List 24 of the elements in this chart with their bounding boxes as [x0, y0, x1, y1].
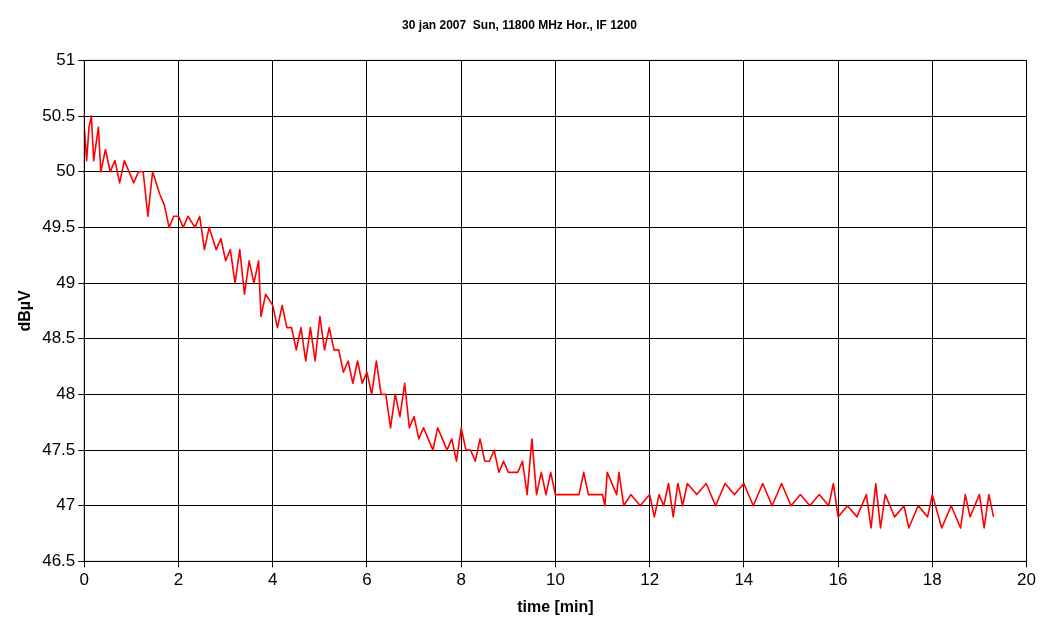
x-tick-label: 14 [734, 570, 754, 590]
y-tick-label: 47.5 [42, 439, 76, 459]
x-tick-label: 6 [362, 570, 372, 590]
y-tick-label: 49.5 [42, 217, 76, 237]
x-tick-label: 18 [922, 570, 942, 590]
x-tick-label: 20 [1017, 570, 1037, 590]
x-tick-label: 12 [640, 570, 660, 590]
y-tick-label: 50 [56, 161, 76, 181]
y-tick-label: 47 [56, 495, 76, 515]
x-tick-label: 10 [545, 570, 565, 590]
x-tick-label: 8 [456, 570, 466, 590]
y-tick-label: 48 [56, 384, 76, 404]
x-axis-title: time [min] [517, 597, 594, 615]
x-tick-label: 2 [173, 570, 184, 590]
x-tick-label: 4 [268, 570, 278, 590]
y-tick-label: 49 [56, 272, 76, 292]
y-tick-label: 51 [56, 50, 76, 70]
y-axis-title: dBµV [16, 289, 34, 332]
y-tick-label: 48.5 [42, 328, 76, 348]
x-tick-label: 0 [79, 570, 90, 590]
x-tick-label: 16 [828, 570, 848, 590]
y-tick-label: 50.5 [42, 105, 76, 125]
y-tick-label: 46.5 [42, 551, 76, 571]
chart-title: 30 jan 2007 Sun, 11800 MHz Hor., IF 1200 [402, 17, 638, 32]
